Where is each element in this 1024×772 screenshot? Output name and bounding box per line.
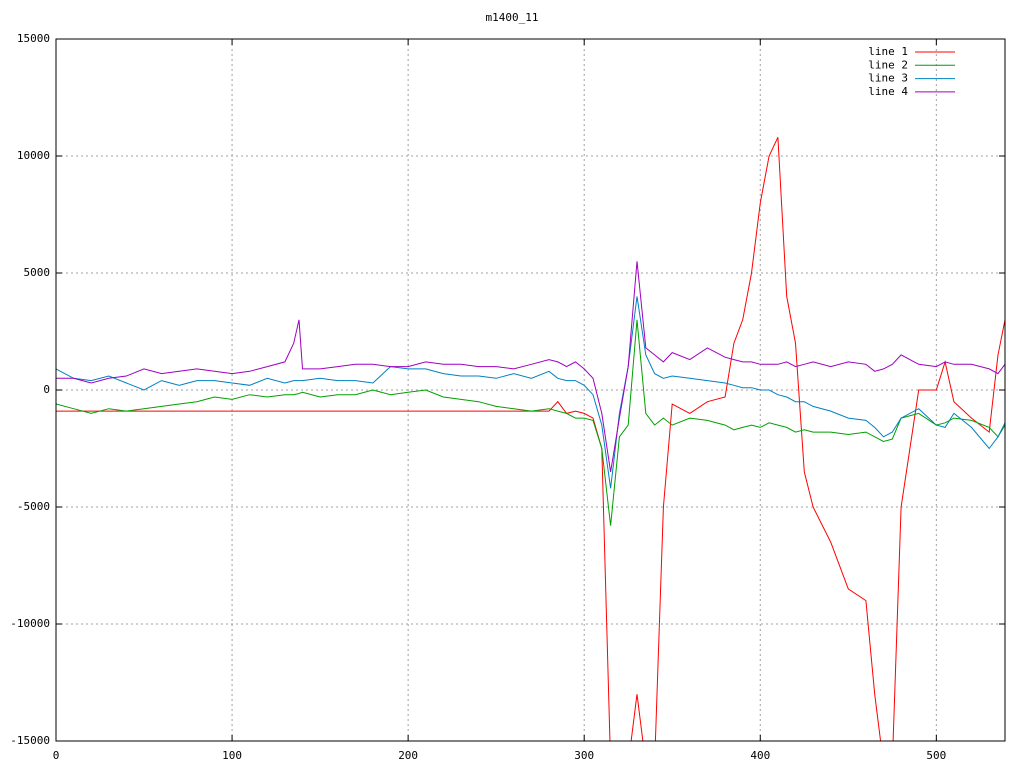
y-tick-label: -15000 xyxy=(10,734,50,747)
y-tick-label: -10000 xyxy=(10,617,50,630)
legend-label: line 2 xyxy=(868,58,908,71)
legend-label: line 1 xyxy=(868,45,908,58)
plot-border xyxy=(55,38,1006,742)
y-tick-label: 5000 xyxy=(24,266,51,279)
data-line xyxy=(56,319,1005,526)
x-tick-label: 300 xyxy=(574,749,594,762)
x-tick-label: 100 xyxy=(222,749,242,762)
plot-area xyxy=(56,137,1005,741)
x-tick-label: 200 xyxy=(398,749,418,762)
legend-label: line 4 xyxy=(868,85,908,98)
y-tick-label: 15000 xyxy=(17,32,50,45)
x-tick-label: 400 xyxy=(750,749,770,762)
data-line xyxy=(56,296,1005,489)
x-tick-label: 0 xyxy=(53,749,60,762)
x-tick-label: 500 xyxy=(926,749,946,762)
y-tick-label: 10000 xyxy=(17,149,50,162)
chart-title: m1400_11 xyxy=(486,11,539,24)
y-tick-label: 0 xyxy=(43,383,50,396)
y-tick-label: -5000 xyxy=(17,500,50,513)
legend-label: line 3 xyxy=(868,72,908,85)
data-line xyxy=(56,137,1005,741)
data-line xyxy=(56,261,1005,472)
